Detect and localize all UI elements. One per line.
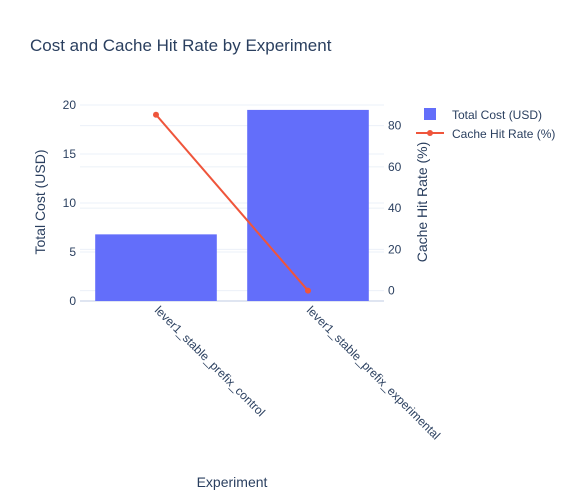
y-axis-right-title: Cache Hit Rate (%) — [414, 142, 430, 263]
y-right-tick-label: 0 — [388, 284, 395, 298]
legend-label-cost: Total Cost (USD) — [452, 108, 542, 122]
y-left-tick-label: 10 — [63, 196, 77, 210]
legend-swatch-marker-hit-rate — [427, 130, 433, 136]
line-series — [153, 111, 311, 294]
bar — [247, 109, 369, 302]
y-left-tick-label: 15 — [63, 147, 77, 161]
legend-label-hit-rate: Cache Hit Rate (%) — [452, 127, 555, 141]
y-right-tick-label: 40 — [388, 201, 402, 215]
legend: Total Cost (USD) Cache Hit Rate (%) — [416, 108, 555, 141]
line-series-path — [155, 114, 309, 292]
y-left-tick-label: 20 — [63, 98, 77, 112]
y-right-tick-label: 80 — [388, 119, 402, 133]
y-right-tick-label: 20 — [388, 242, 402, 256]
y-right-tick-label: 60 — [388, 160, 402, 174]
legend-swatch-cost — [424, 108, 436, 120]
bars — [95, 109, 369, 302]
line-point — [153, 111, 159, 118]
y-axis-left-title: Total Cost (USD) — [32, 149, 48, 254]
line-point — [305, 287, 311, 294]
chart-title: Cost and Cache Hit Rate by Experiment — [30, 36, 332, 55]
legend-item-cost[interactable]: Total Cost (USD) — [424, 108, 542, 122]
y-left-tick-label: 5 — [69, 245, 76, 259]
y-left-tick-label: 0 — [69, 294, 76, 308]
x-tick-label: lever1_stable_prefix_control — [152, 303, 268, 419]
x-tick-label: lever1_stable_prefix_experimental — [304, 303, 443, 442]
x-axis-title: Experiment — [197, 474, 268, 490]
legend-item-hit-rate[interactable]: Cache Hit Rate (%) — [416, 127, 555, 141]
bar — [95, 234, 217, 301]
